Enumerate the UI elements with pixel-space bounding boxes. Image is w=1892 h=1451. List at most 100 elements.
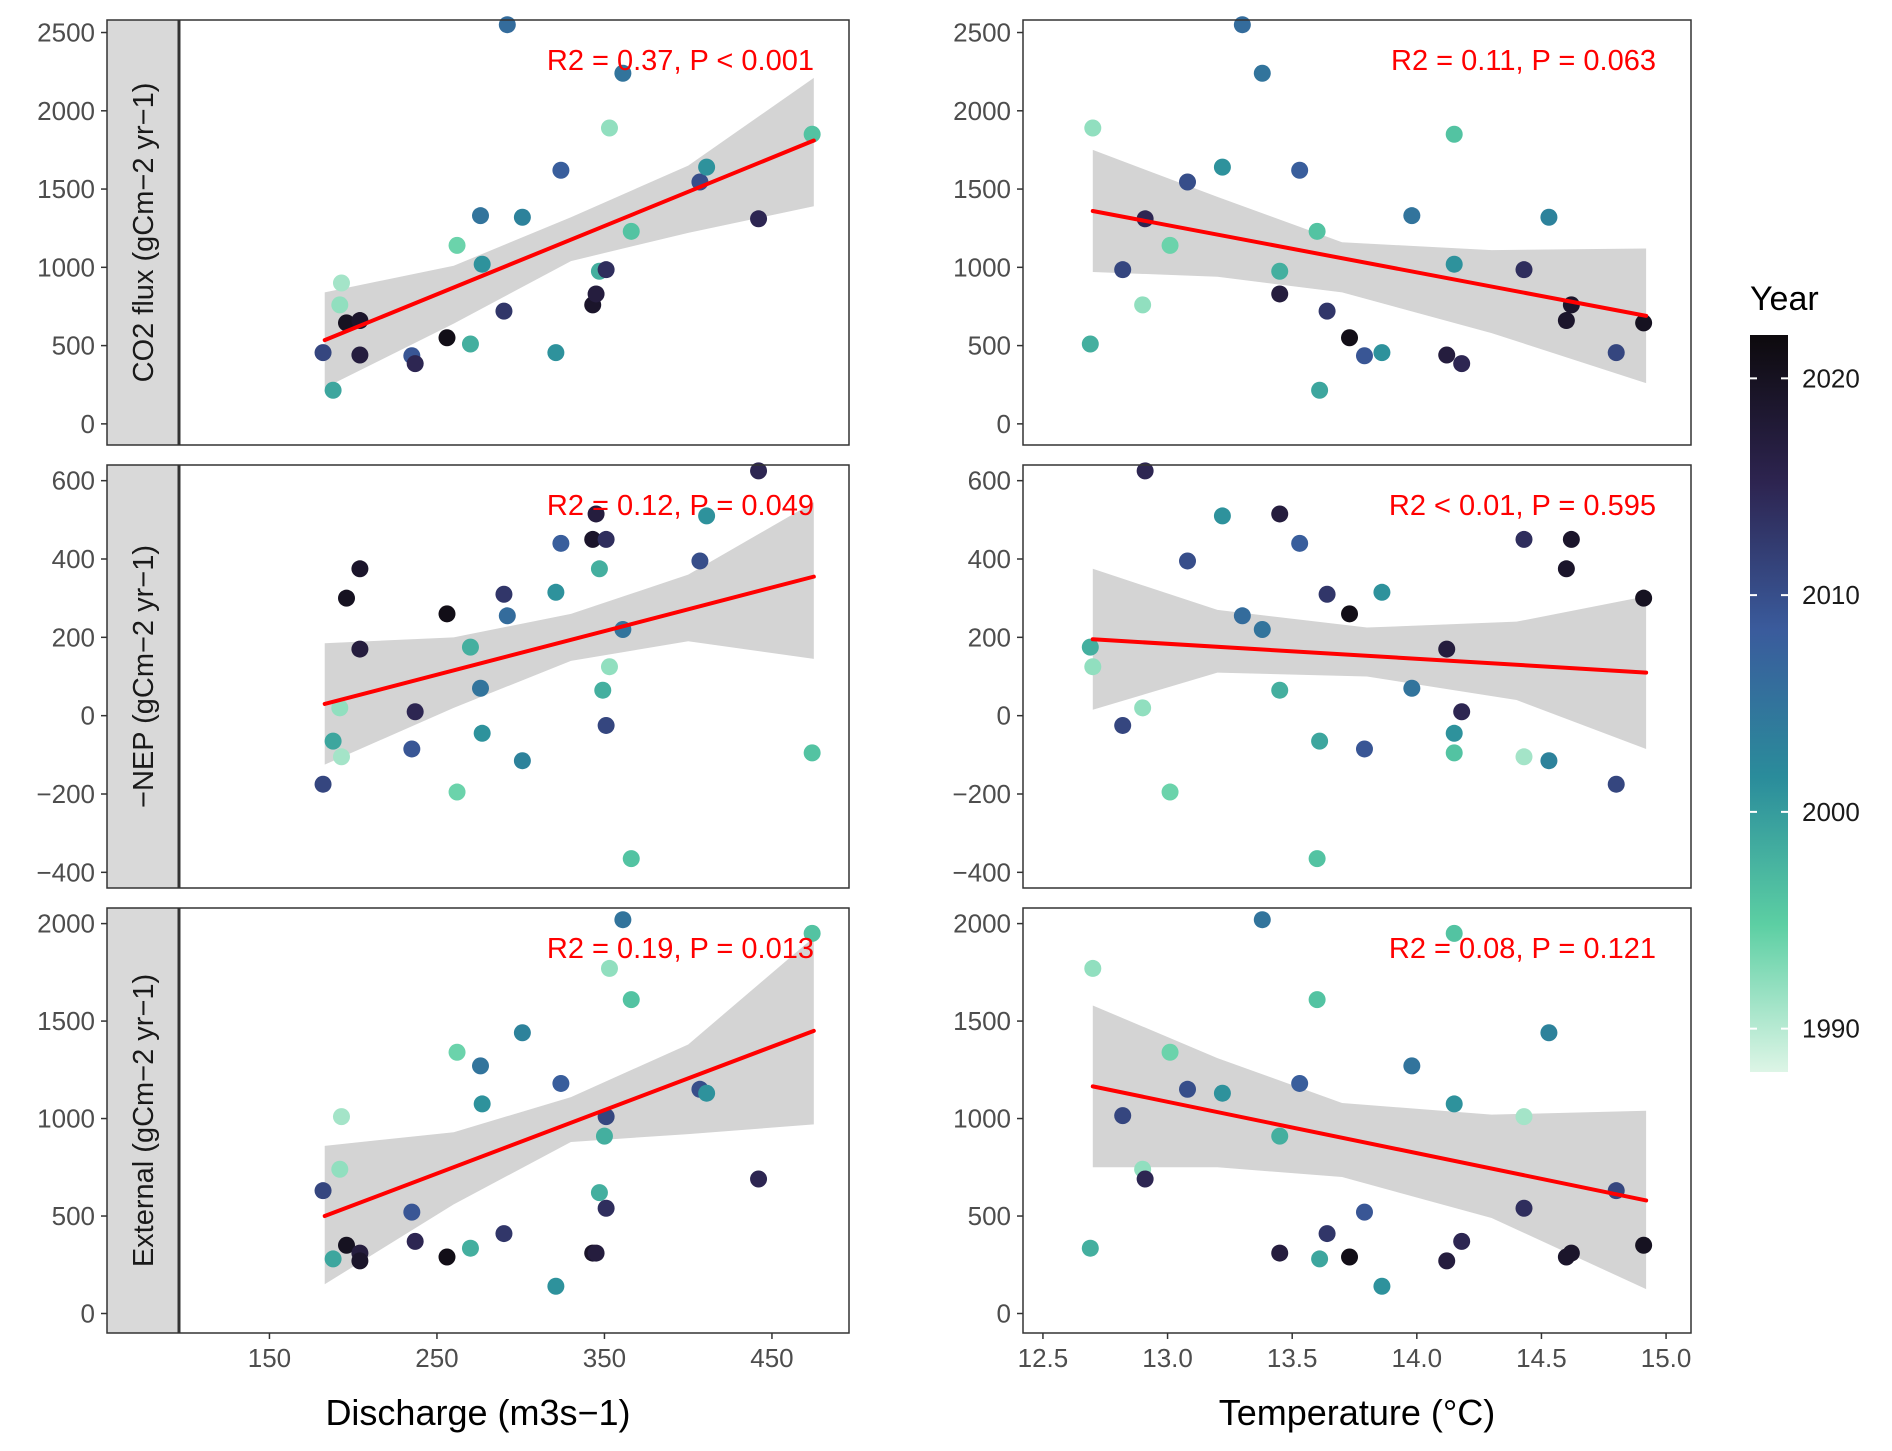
x-tick-label: 150 xyxy=(248,1343,291,1373)
data-point xyxy=(698,158,716,176)
data-point xyxy=(472,207,489,225)
data-point xyxy=(351,560,369,578)
data-point xyxy=(1081,1239,1099,1257)
x-tick-label: 450 xyxy=(750,1343,793,1373)
data-point xyxy=(1403,207,1421,225)
data-point xyxy=(750,210,768,228)
data-point xyxy=(1271,1127,1289,1145)
data-point xyxy=(332,748,350,766)
confidence-band xyxy=(1092,568,1647,749)
data-point xyxy=(332,1108,350,1126)
data-point xyxy=(1515,748,1533,766)
x-tick-label: 14.5 xyxy=(1516,1343,1567,1373)
data-point xyxy=(1515,1108,1533,1126)
data-point xyxy=(1515,261,1533,279)
x-axis-title-name: Temperature xyxy=(1219,1392,1421,1433)
y-tick-label: 2500 xyxy=(37,18,95,48)
stat-annotation: R2 < 0.01, P = 0.595 xyxy=(1389,490,1656,522)
data-point xyxy=(1253,621,1271,638)
y-tick-label: 0 xyxy=(81,701,95,731)
data-point xyxy=(1373,583,1391,601)
data-point xyxy=(448,1043,466,1061)
stat-annotation: R2 = 0.08, P = 0.121 xyxy=(1389,933,1656,965)
data-point xyxy=(1213,507,1231,525)
data-point xyxy=(1311,1250,1329,1268)
y-tick-label: 400 xyxy=(52,544,95,574)
panel-border xyxy=(106,19,850,446)
stat-annotation: R2 = 0.11, P = 0.063 xyxy=(1391,45,1656,77)
data-point xyxy=(1445,255,1463,273)
data-point xyxy=(1081,335,1099,353)
confidence-band xyxy=(1092,149,1647,384)
stat-annotation: R2 = 0.12, P = 0.049 xyxy=(547,490,814,522)
data-point xyxy=(1179,552,1197,570)
data-point xyxy=(1515,1199,1533,1217)
x-tick-label: 350 xyxy=(583,1343,626,1373)
data-point xyxy=(1341,1248,1359,1266)
data-point xyxy=(594,681,612,699)
regression-line xyxy=(322,574,816,706)
data-point xyxy=(498,16,516,34)
confidence-band xyxy=(324,77,814,388)
data-point xyxy=(403,1203,421,1221)
data-point xyxy=(406,355,424,373)
data-point xyxy=(351,640,369,658)
data-point xyxy=(1445,924,1463,942)
data-point xyxy=(1318,1225,1336,1243)
y-tick-label: −400 xyxy=(36,857,95,887)
data-point xyxy=(1271,262,1289,280)
data-point xyxy=(1161,783,1179,801)
data-point xyxy=(1445,744,1463,762)
data-point xyxy=(513,752,531,770)
data-point xyxy=(1271,285,1289,303)
data-point xyxy=(1081,638,1099,656)
stat-annotation: R2 = 0.37, P < 0.001 xyxy=(547,45,814,77)
panel-2-1: R2 = 0.08, P = 0.121 xyxy=(1022,907,1692,1334)
x-tick-label: 14.0 xyxy=(1392,1343,1443,1373)
x-tick-label: 13.5 xyxy=(1267,1343,1318,1373)
data-point xyxy=(1308,850,1326,868)
data-point xyxy=(614,911,632,929)
y-tick-label: 2500 xyxy=(953,18,1011,48)
legend-title: Year xyxy=(1750,280,1819,318)
data-point xyxy=(1161,236,1179,254)
data-point xyxy=(1291,1074,1309,1092)
data-point xyxy=(1438,1252,1456,1270)
y-tick-label: 600 xyxy=(968,466,1011,496)
data-point xyxy=(803,744,821,762)
panel-0-0: CO2 flux (gCm−2 yr−1) R2 = 0.37, P < 0.00… xyxy=(106,16,850,446)
data-point xyxy=(584,530,602,548)
data-point xyxy=(1271,1244,1289,1262)
y-tick-label: 2000 xyxy=(37,96,95,126)
confidence-band xyxy=(324,937,814,1285)
data-point xyxy=(472,1057,489,1075)
data-point xyxy=(1253,64,1271,82)
data-point xyxy=(1341,605,1359,623)
data-point xyxy=(1253,911,1271,929)
data-point xyxy=(614,64,632,82)
data-point xyxy=(331,296,349,314)
y-tick-label: 1000 xyxy=(37,1104,95,1134)
x-tick-label: 15.0 xyxy=(1641,1343,1692,1373)
confidence-band xyxy=(324,502,814,765)
data-point xyxy=(1311,732,1329,750)
facet-strip xyxy=(107,20,179,445)
data-point xyxy=(1114,716,1132,734)
data-point xyxy=(473,724,491,742)
data-point xyxy=(1607,775,1625,793)
panel-1-1: R2 < 0.01, P = 0.595 xyxy=(1022,462,1692,889)
regression-line xyxy=(322,138,816,343)
data-point xyxy=(803,125,821,143)
data-point xyxy=(1557,312,1575,330)
data-point xyxy=(1403,1057,1421,1075)
data-point xyxy=(448,236,466,254)
data-point xyxy=(1134,296,1152,314)
data-point xyxy=(1355,1203,1373,1221)
facet-strip xyxy=(107,465,179,888)
data-point xyxy=(1308,222,1326,240)
regression-line xyxy=(322,1028,816,1219)
data-point xyxy=(351,1252,369,1270)
data-point xyxy=(1453,1232,1471,1250)
x-axis-title-unit: (m3s−1) xyxy=(498,1392,631,1433)
panel-0-1: R2 = 0.11, P = 0.063 xyxy=(1022,16,1692,446)
